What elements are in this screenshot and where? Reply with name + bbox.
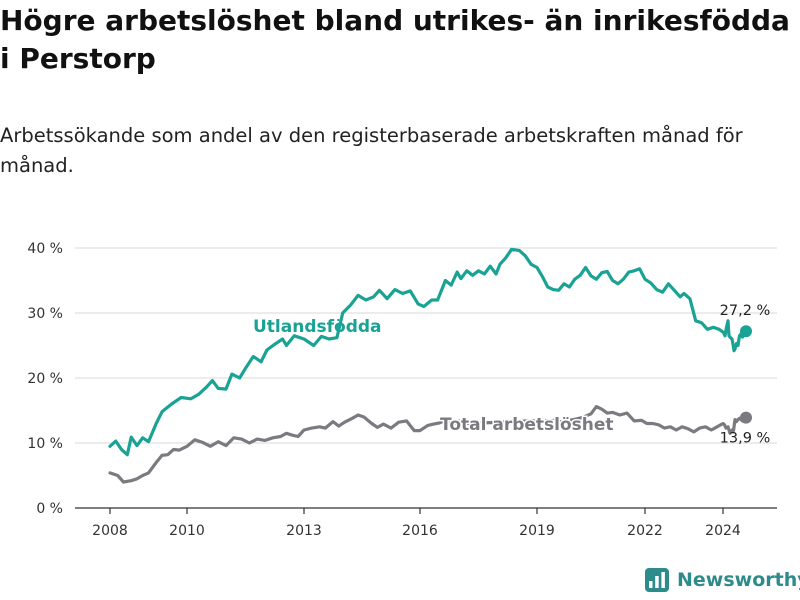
x-tick-label: 2008 <box>92 523 128 539</box>
series-line-utlandsfodda <box>108 247 748 457</box>
x-tick-label: 2022 <box>627 523 663 539</box>
y-tick-label: 40 % <box>27 241 63 257</box>
series-label-utlandsfodda: Utlandsfödda <box>253 317 382 337</box>
y-tick-label: 0 % <box>36 501 63 517</box>
x-tick-label: 2013 <box>286 523 322 539</box>
brand-name: Newsworthy <box>677 569 800 591</box>
x-tick-label: 2010 <box>169 523 205 539</box>
series-label-total: Total arbetslöshet <box>440 415 614 435</box>
end-point-utlandsfodda <box>740 325 752 338</box>
chart-subtitle: Arbetssökande som andel av den registerb… <box>0 124 743 177</box>
end-point-total <box>740 411 752 424</box>
x-tick-label: 2024 <box>705 523 741 539</box>
newsworthy-brand[interactable]: Newsworthy <box>645 568 800 592</box>
chart-title: Högre arbetslöshet bland utrikes- än inr… <box>0 4 790 75</box>
y-tick-label: 10 % <box>27 436 63 452</box>
end-label-utlandsfodda: 27,2 % <box>720 303 771 319</box>
series-line-total <box>108 405 748 484</box>
x-tick-label: 2019 <box>519 523 555 539</box>
x-tick-label: 2016 <box>402 523 438 539</box>
end-label-total: 13,9 % <box>720 431 771 447</box>
newsworthy-logo-icon <box>645 568 669 592</box>
y-tick-label: 30 % <box>27 306 63 322</box>
y-tick-label: 20 % <box>27 371 63 387</box>
